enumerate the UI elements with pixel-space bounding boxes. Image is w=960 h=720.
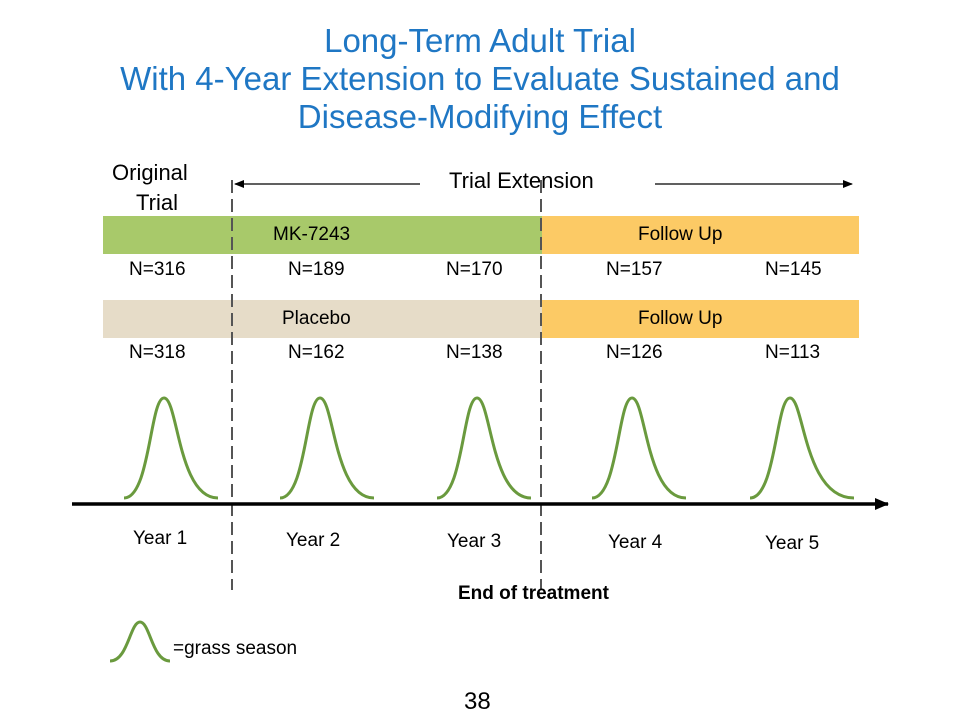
placebo-count: N=318	[129, 342, 186, 363]
original-trial-line-1: Original	[112, 160, 188, 185]
grass-season-curve-year-5	[749, 396, 855, 500]
treatment-followup-label: Follow Up	[638, 224, 723, 245]
treatment-count: N=316	[129, 259, 186, 280]
placebo-followup-bar: Follow Up	[542, 300, 859, 338]
placebo-count: N=162	[288, 342, 345, 363]
year-label: Year 4	[608, 532, 663, 553]
grass-season-curve-year-1	[123, 396, 219, 500]
grass-season-curve-year-4	[591, 396, 687, 500]
slide-title: Long-Term Adult Trial With 4-Year Extens…	[0, 22, 960, 136]
treatment-count: N=145	[765, 259, 822, 280]
placebo-label: Placebo	[282, 308, 351, 329]
placebo-bar: Placebo	[103, 300, 542, 338]
legend-grass-season-icon	[109, 620, 171, 663]
year-label: Year 5	[765, 533, 820, 554]
placebo-followup-label: Follow Up	[638, 308, 723, 329]
title-line-2: With 4-Year Extension to Evaluate Sustai…	[120, 60, 840, 97]
original-trial-label: Original Trial	[112, 158, 188, 218]
title-line-3: Disease-Modifying Effect	[297, 98, 663, 135]
year-label: Year 2	[286, 530, 341, 551]
title-line-1: Long-Term Adult Trial	[324, 22, 636, 59]
grass-season-curve-year-3	[436, 396, 532, 500]
placebo-count: N=113	[765, 342, 821, 363]
treatment-label: MK-7243	[273, 224, 351, 245]
treatment-bar: MK-7243	[103, 216, 542, 254]
grass-season-curve-year-2	[279, 396, 375, 500]
treatment-followup-bar: Follow Up	[542, 216, 859, 254]
legend-label: =grass season	[173, 638, 298, 659]
original-trial-line-2: Trial	[136, 190, 178, 215]
trial-extension-label: Trial Extension	[449, 168, 594, 193]
year-label: Year 1	[133, 528, 188, 549]
page-number: 38	[464, 688, 491, 715]
placebo-count: N=126	[606, 342, 663, 363]
placebo-count: N=138	[446, 342, 503, 363]
treatment-count: N=157	[606, 259, 663, 280]
treatment-count: N=170	[446, 259, 503, 280]
end-of-treatment-label: End of treatment	[458, 583, 609, 604]
year-label: Year 3	[447, 531, 502, 552]
treatment-count: N=189	[288, 259, 345, 280]
